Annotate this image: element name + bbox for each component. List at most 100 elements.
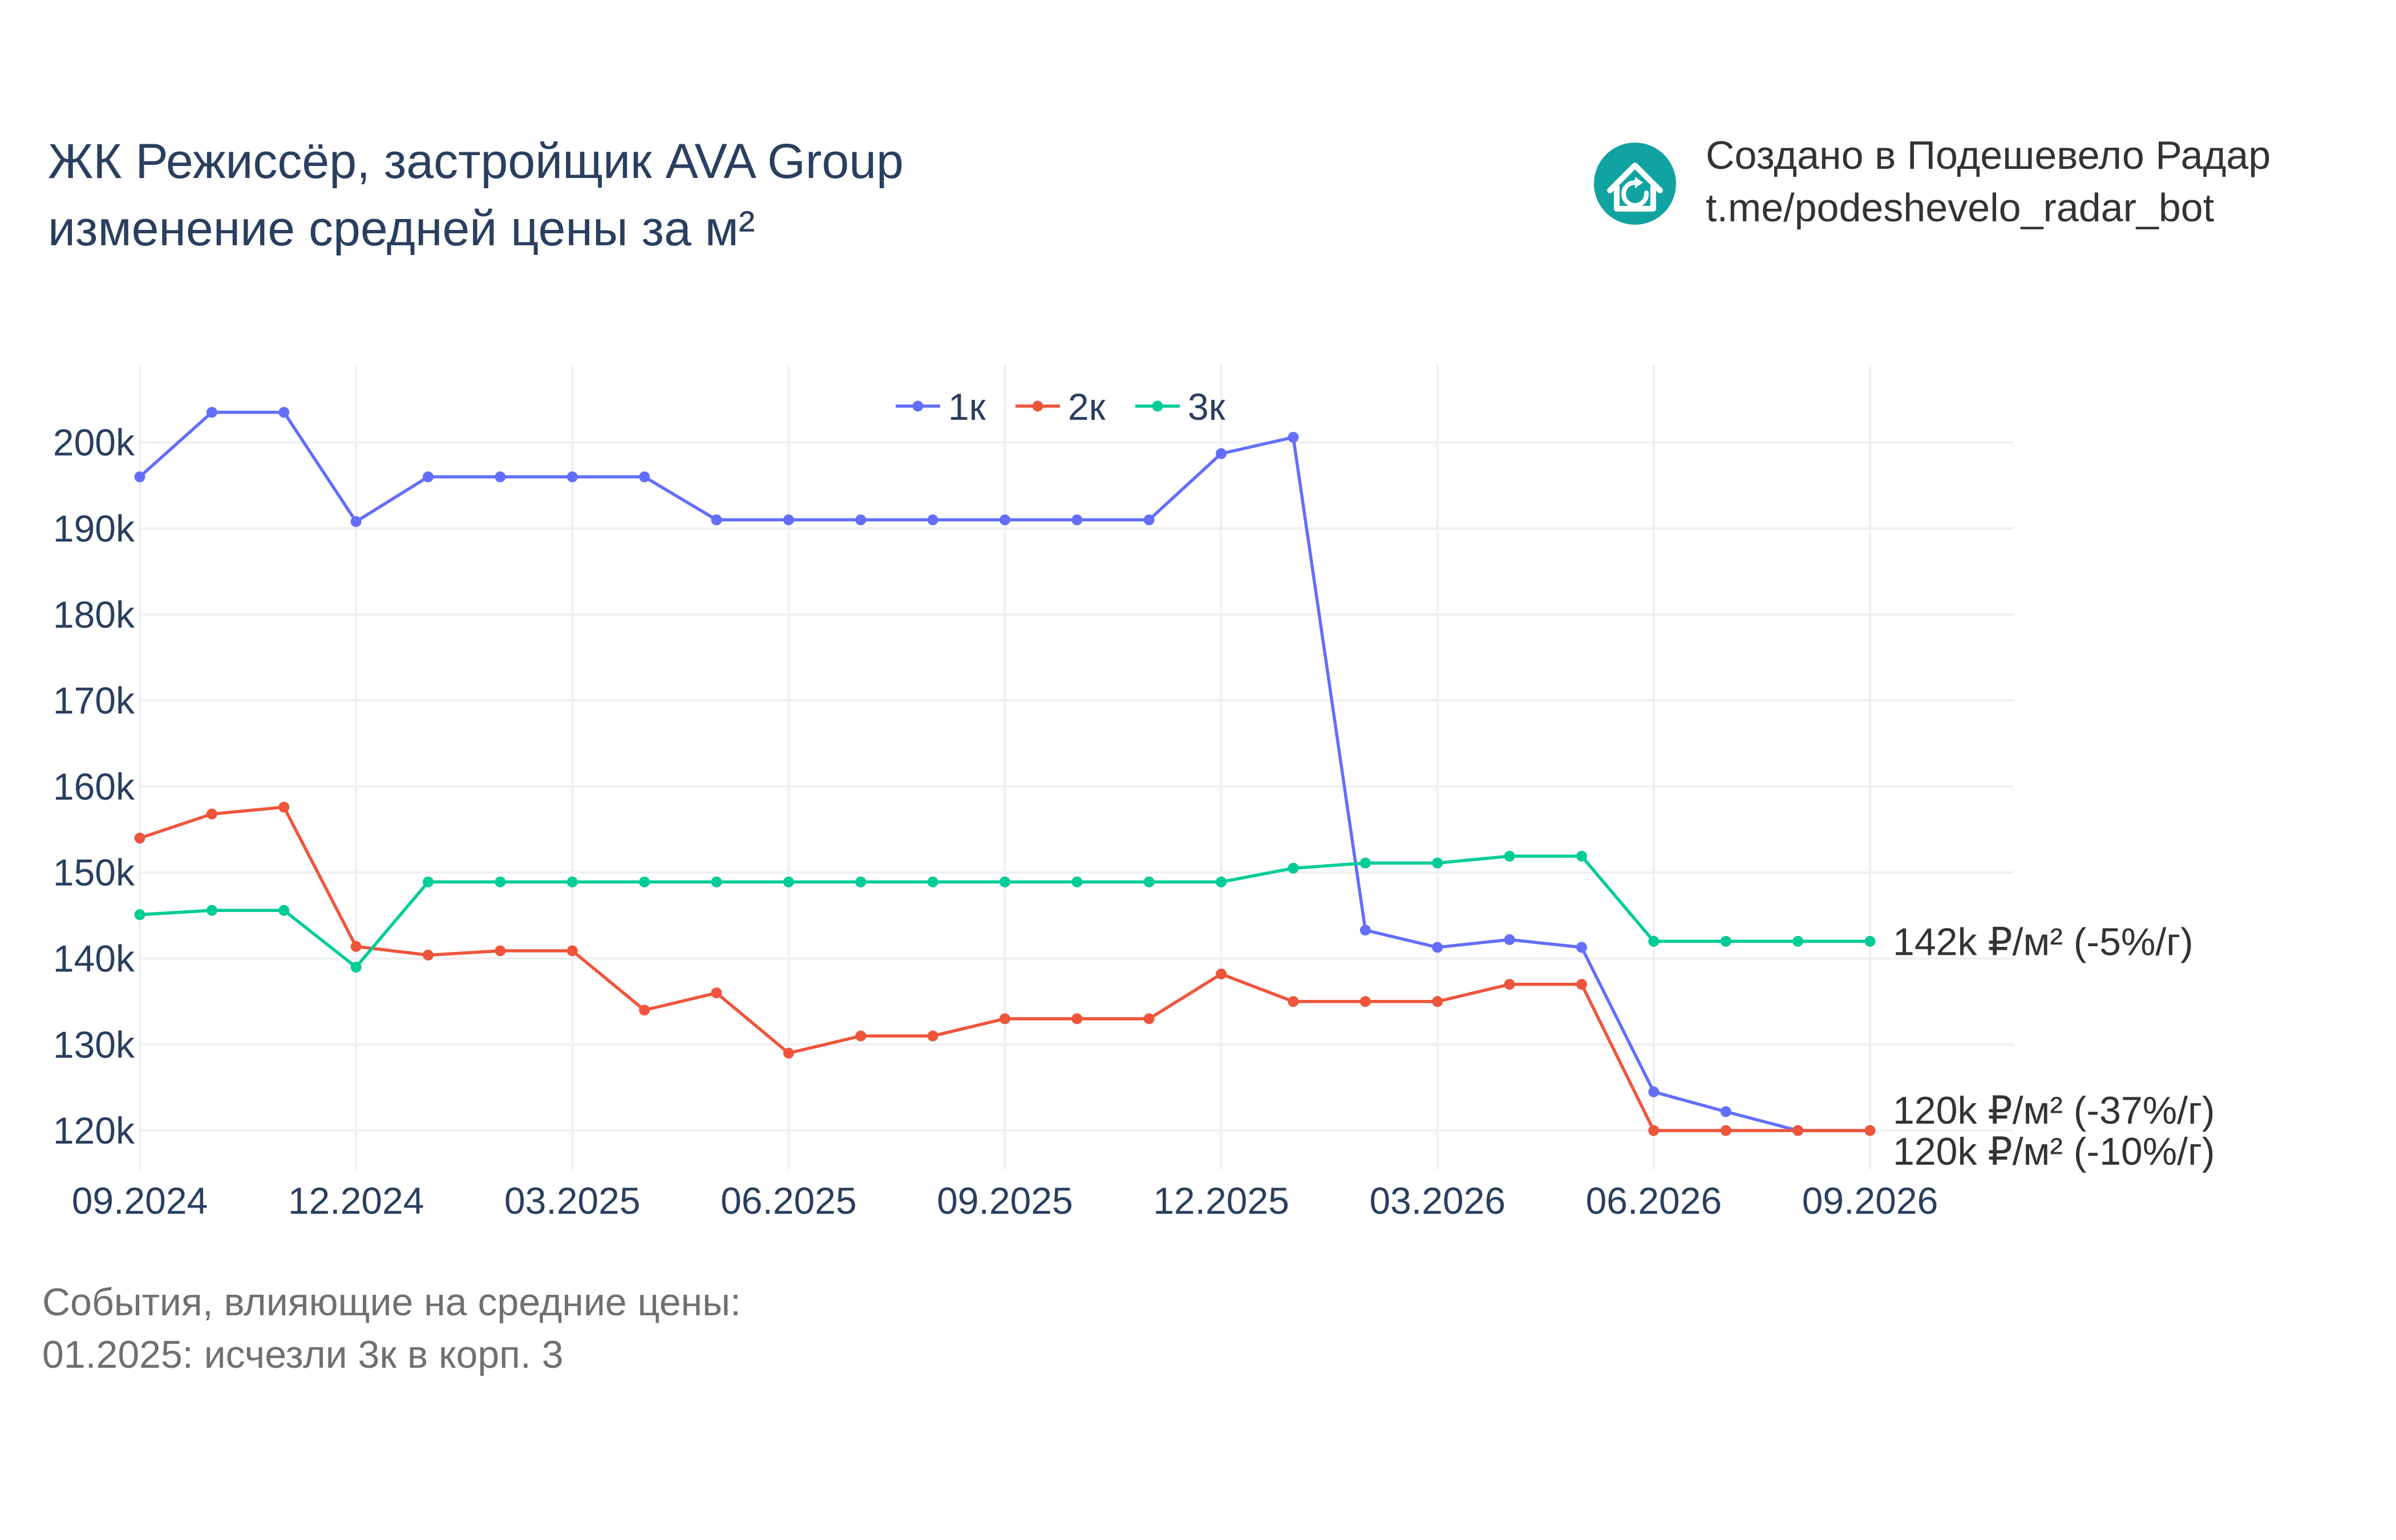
- data-point[interactable]: [423, 876, 434, 887]
- data-point[interactable]: [566, 945, 578, 957]
- data-point[interactable]: [1648, 1086, 1660, 1097]
- data-point[interactable]: [1359, 857, 1371, 869]
- data-point[interactable]: [855, 1030, 867, 1041]
- data-point[interactable]: [1288, 996, 1299, 1007]
- end-labels: 142k ₽/м² (-5%/г) 120k ₽/м² (-37%/г)120k …: [1893, 920, 2215, 1173]
- data-point[interactable]: [1720, 935, 1731, 947]
- data-point[interactable]: [278, 801, 290, 813]
- data-point[interactable]: [1504, 934, 1515, 945]
- data-point[interactable]: [134, 909, 145, 921]
- data-point[interactable]: [1432, 996, 1443, 1007]
- data-point[interactable]: [1648, 1125, 1660, 1136]
- chart-title-line-1: ЖК Режиссёр, застройщик AVA Group: [48, 134, 904, 189]
- data-point[interactable]: [1216, 876, 1227, 887]
- legend[interactable]: 1к 2к 3к: [896, 386, 1226, 428]
- data-point[interactable]: [927, 876, 938, 887]
- data-point[interactable]: [999, 1013, 1010, 1024]
- series-end-label: 142k ₽/м² (-5%/г): [1893, 920, 2193, 963]
- data-point[interactable]: [350, 516, 362, 527]
- data-point[interactable]: [134, 832, 145, 844]
- data-point[interactable]: [1576, 979, 1587, 990]
- data-point[interactable]: [495, 471, 506, 483]
- y-tick-label: 140k: [53, 938, 135, 980]
- data-point[interactable]: [206, 905, 217, 916]
- data-point[interactable]: [1071, 876, 1083, 887]
- data-point[interactable]: [1359, 925, 1371, 936]
- data-point[interactable]: [855, 876, 867, 887]
- data-point[interactable]: [999, 876, 1010, 887]
- chart-title-line-2: изменение средней цены за м²: [48, 201, 755, 256]
- series-layer: [134, 407, 1876, 1136]
- data-point[interactable]: [1288, 432, 1299, 443]
- data-point[interactable]: [999, 514, 1010, 525]
- data-point[interactable]: [1792, 1125, 1804, 1136]
- legend-item-2к[interactable]: 2к: [1015, 386, 1106, 428]
- data-point[interactable]: [639, 1004, 650, 1016]
- legend-item-3к[interactable]: 3к: [1135, 386, 1226, 428]
- data-point[interactable]: [1432, 857, 1443, 869]
- data-point[interactable]: [278, 407, 290, 418]
- data-point[interactable]: [1071, 1013, 1083, 1024]
- data-point[interactable]: [927, 514, 938, 525]
- data-point[interactable]: [423, 471, 434, 483]
- data-point[interactable]: [350, 941, 362, 952]
- data-point[interactable]: [1143, 876, 1155, 887]
- data-point[interactable]: [1792, 935, 1804, 947]
- data-point[interactable]: [1576, 942, 1587, 953]
- data-point[interactable]: [711, 987, 722, 999]
- data-point[interactable]: [783, 1047, 794, 1059]
- data-point[interactable]: [1216, 448, 1227, 459]
- data-point[interactable]: [711, 514, 722, 525]
- data-point[interactable]: [1864, 1125, 1876, 1136]
- data-point[interactable]: [566, 876, 578, 887]
- data-point[interactable]: [1432, 942, 1443, 953]
- data-point[interactable]: [711, 876, 722, 887]
- y-tick-label: 190k: [53, 508, 135, 550]
- legend-item-1к[interactable]: 1к: [896, 386, 986, 428]
- data-point[interactable]: [495, 876, 506, 887]
- data-point[interactable]: [134, 471, 145, 483]
- data-point[interactable]: [1576, 850, 1587, 862]
- data-point[interactable]: [927, 1030, 938, 1041]
- data-point[interactable]: [639, 471, 650, 483]
- data-point[interactable]: [783, 876, 794, 887]
- x-tick-label: 09.2026: [1802, 1180, 1938, 1222]
- y-tick-label: 160k: [53, 765, 135, 808]
- data-point[interactable]: [1359, 996, 1371, 1007]
- data-point[interactable]: [206, 808, 217, 820]
- legend-swatch-marker: [912, 400, 924, 412]
- data-point[interactable]: [1504, 979, 1515, 990]
- data-point[interactable]: [566, 471, 578, 483]
- data-point[interactable]: [1504, 850, 1515, 862]
- y-tick-label: 180k: [53, 593, 135, 635]
- data-point[interactable]: [1720, 1106, 1731, 1117]
- credit-link[interactable]: t.me/podeshevelo_radar_bot: [1706, 185, 2214, 230]
- data-point[interactable]: [855, 514, 867, 525]
- data-point[interactable]: [1288, 862, 1299, 874]
- series-end-label: 120k ₽/м² (-37%/г): [1893, 1089, 2215, 1132]
- data-point[interactable]: [350, 962, 362, 973]
- data-point[interactable]: [1864, 935, 1876, 947]
- data-point[interactable]: [423, 950, 434, 961]
- events-note-heading: События, влияющие на средние цены:: [42, 1280, 741, 1324]
- data-point[interactable]: [639, 876, 650, 887]
- data-point[interactable]: [1143, 514, 1155, 525]
- data-point[interactable]: [1648, 935, 1660, 947]
- series-end-label: 120k ₽/м² (-10%/г): [1893, 1130, 2215, 1173]
- data-point[interactable]: [495, 945, 506, 957]
- axes: 120k 130k 140k 150k 160k 170k 180k 190k 200k 09.2…: [53, 422, 1938, 1222]
- x-tick-label: 03.2025: [504, 1180, 641, 1222]
- data-point[interactable]: [783, 514, 794, 525]
- y-tick-label: 170k: [53, 679, 135, 722]
- legend-label: 2к: [1068, 386, 1106, 428]
- x-tick-label: 06.2025: [721, 1180, 857, 1222]
- data-point[interactable]: [1071, 514, 1083, 525]
- x-tick-label: 09.2024: [72, 1180, 208, 1222]
- data-point[interactable]: [1216, 968, 1227, 980]
- house-logo-icon: [1594, 143, 1676, 225]
- data-point[interactable]: [278, 905, 290, 916]
- data-point[interactable]: [1143, 1013, 1155, 1024]
- data-point[interactable]: [1720, 1125, 1731, 1136]
- data-point[interactable]: [206, 407, 217, 418]
- series-3к: [134, 850, 1876, 973]
